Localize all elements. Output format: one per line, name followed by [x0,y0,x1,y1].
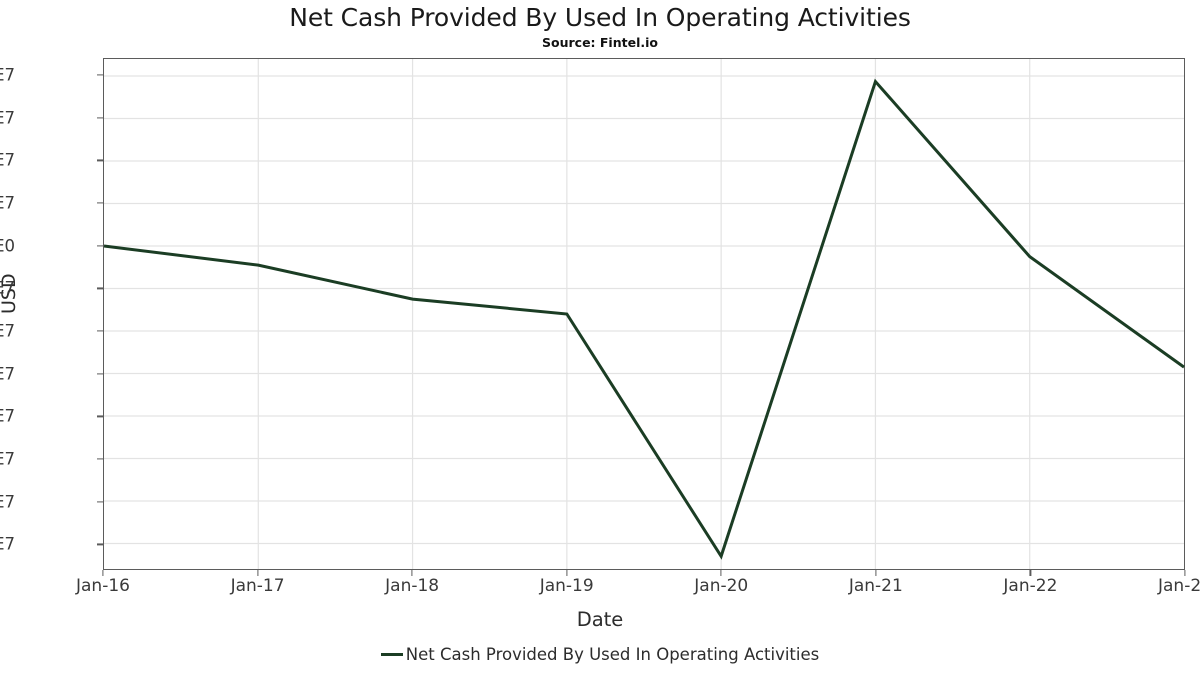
y-axis-tick-label: 1E7 [0,193,15,213]
y-axis-tick-label: 2E7 [0,150,15,170]
x-axis-tick-mark [1029,570,1032,576]
chart-legend: Net Cash Provided By Used In Operating A… [0,645,1200,664]
x-axis-tick-label: Jan-16 [76,576,130,596]
y-axis-tick-mark [97,373,103,375]
x-axis-tick-label: Jan-18 [385,576,440,596]
x-axis-tick-mark [256,570,259,576]
y-axis-tick-mark [97,501,103,503]
y-axis-tick-mark [97,245,103,247]
y-axis-tick-mark [97,202,103,204]
x-axis-tick-mark [102,570,104,576]
y-axis-tick-label: -6E7 [0,492,15,512]
y-axis-tick-mark [97,458,103,460]
chart-title: Net Cash Provided By Used In Operating A… [289,3,911,32]
x-axis-tick-label: Jan-23 [1158,576,1200,596]
x-axis-tick-mark [720,570,722,576]
x-axis-tick-mark [875,570,877,576]
y-axis-tick-label: -2E7 [0,321,15,341]
y-axis-tick-mark [97,74,103,76]
y-axis-tick-mark [97,330,103,332]
y-axis-tick-label: -7E7 [0,534,15,554]
y-axis-tick-label: 0E0 [0,236,15,256]
x-axis-tick-mark [1184,570,1186,576]
x-axis-tick-label: Jan-17 [230,576,285,596]
y-axis-tick-mark [97,287,103,289]
legend-line-swatch [380,653,403,656]
y-axis-tick-label: -4E7 [0,406,15,426]
gridlines [104,59,1184,569]
y-axis-tick-mark [97,543,103,545]
y-axis-tick-label: -1E7 [0,278,15,298]
y-axis-tick-label: -5E7 [0,449,15,469]
y-axis-tick-label: 3E7 [0,108,15,128]
x-axis-tick-mark [566,570,568,576]
x-axis-tick-label: Jan-22 [1003,576,1058,596]
y-axis-tick-mark [97,415,103,417]
y-axis-tick-label: 4E7 [0,65,15,85]
x-axis-tick-label: Jan-20 [694,576,749,596]
series-line-layer [103,78,1185,560]
legend-entry-label: Net Cash Provided By Used In Operating A… [405,645,820,664]
y-axis-tick-mark [97,117,103,119]
chart-subtitle-source: Source: Fintel.io [542,35,658,50]
x-axis-label: Date [576,608,624,631]
series-line [103,78,1185,560]
x-axis-tick-label: Jan-19 [539,576,594,596]
y-axis-tick-label: -3E7 [0,364,15,384]
plot-area [103,58,1185,570]
x-axis-tick-mark [411,570,413,576]
x-axis-tick-label: Jan-21 [848,576,903,596]
y-axis-tick-mark [97,159,103,161]
